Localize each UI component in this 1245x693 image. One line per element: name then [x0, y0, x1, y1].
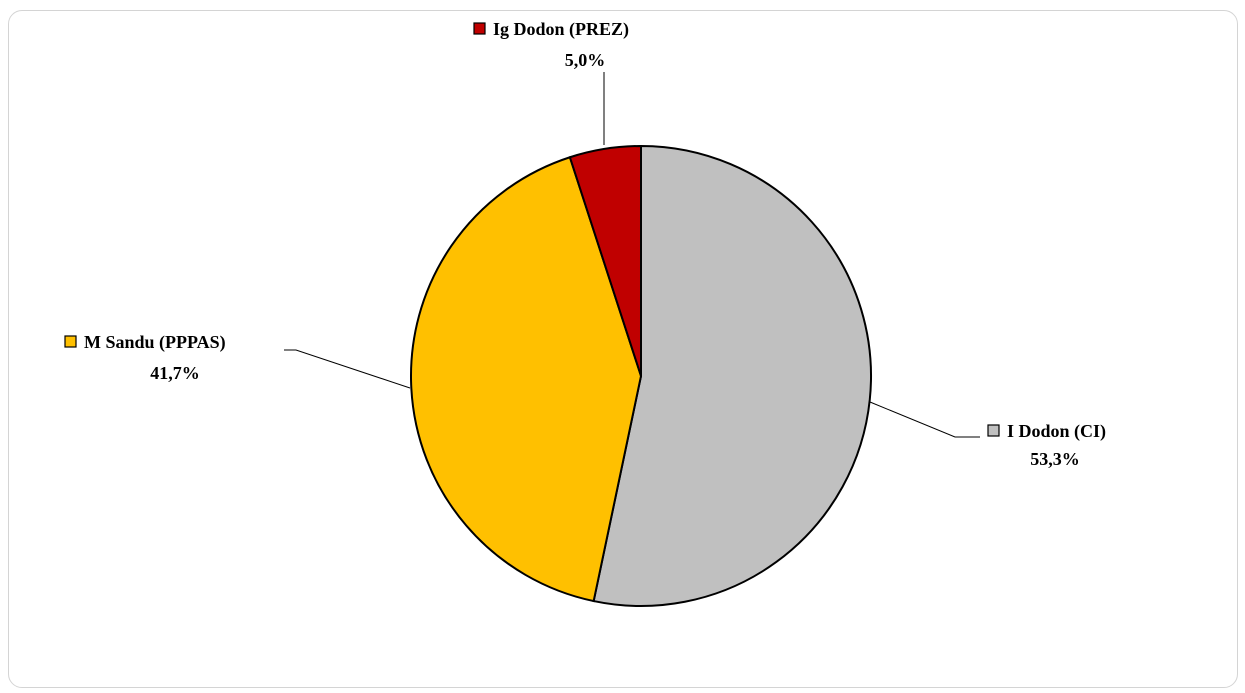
legend-key-i-dodon: [987, 424, 1000, 437]
leader-line-i-dodon: [869, 401, 980, 438]
data-label-ig-dodon: Ig Dodon (PREZ) 5,0%: [473, 19, 629, 70]
slice-label-ig-dodon: Ig Dodon (PREZ): [493, 19, 629, 40]
pie-slice-i-dodon: [592, 144, 872, 607]
legend-key-m-sandu: [64, 335, 77, 348]
legend-key-ig-dodon: [473, 22, 486, 35]
slice-value-m-sandu: 41,7%: [150, 363, 200, 383]
leader-lines: [284, 72, 980, 438]
slice-value-ig-dodon: 5,0%: [565, 50, 606, 70]
data-labels: I Dodon (CI) 53,3% M Sandu (PPPAS) 41,7%…: [64, 19, 1106, 469]
slice-value-i-dodon: 53,3%: [1030, 449, 1080, 469]
data-label-i-dodon: I Dodon (CI) 53,3%: [987, 421, 1106, 469]
pie-slices: [409, 144, 872, 607]
slice-label-m-sandu: M Sandu (PPPAS): [84, 332, 226, 353]
slice-label-i-dodon: I Dodon (CI): [1007, 421, 1106, 442]
leader-line-m-sandu: [284, 349, 411, 389]
data-label-m-sandu: M Sandu (PPPAS) 41,7%: [64, 332, 226, 383]
pie-slice-ig-dodon: [568, 144, 642, 377]
pie-slice-m-sandu: [409, 155, 643, 603]
